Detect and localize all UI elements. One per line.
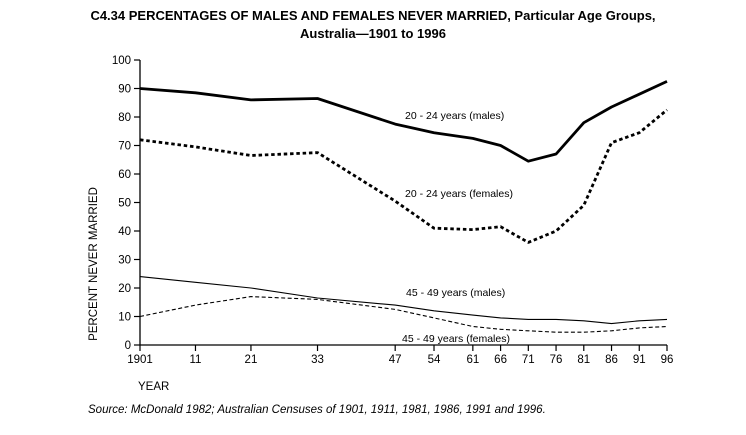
series-label: 20 - 24 years (females) (405, 188, 513, 200)
x-tick-label: 91 (633, 354, 646, 366)
x-tick-label: 21 (245, 354, 258, 366)
x-tick-label: 76 (550, 354, 563, 366)
y-axis-title: PERCENT NEVER MARRIED (88, 187, 100, 341)
y-tick-label: 10 (118, 312, 131, 324)
y-tick-label: 90 (118, 84, 131, 96)
series-line-20-24-years-males- (139, 80, 668, 163)
chart-title: C4.34 PERCENTAGES OF MALES AND FEMALES N… (0, 7, 746, 42)
x-tick-label: 54 (428, 354, 441, 366)
y-tick-label: 60 (118, 169, 131, 181)
x-tick-label: 71 (522, 354, 535, 366)
chart-title-line2: Australia—1901 to 1996 (300, 25, 446, 41)
axis-lines (139, 60, 667, 346)
series-label: 45 - 49 years (females) (402, 333, 510, 345)
x-tick-label: 47 (389, 354, 402, 366)
series-line-45-49-years-females- (139, 296, 668, 333)
series-label: 20 - 24 years (males) (405, 110, 504, 122)
x-tick-label: 96 (661, 354, 674, 366)
y-tick-label: 70 (118, 141, 131, 153)
chart-title-line1: C4.34 PERCENTAGES OF MALES AND FEMALES N… (90, 8, 656, 23)
x-tick-label: 66 (494, 354, 507, 366)
x-tick-label: 11 (189, 354, 201, 366)
y-tick-label: 80 (118, 112, 131, 124)
x-tick-label: 1901 (127, 354, 153, 366)
source-note: Source: McDonald 1982; Australian Census… (88, 404, 546, 416)
series-line-45-49-years-males- (139, 276, 668, 325)
y-tick-label: 30 (118, 255, 131, 267)
x-tick-label: 81 (577, 354, 590, 366)
y-tick-label: 100 (112, 55, 131, 67)
series-label: 45 - 49 years (males) (406, 287, 505, 299)
series-line-20-24-years-females- (139, 108, 668, 244)
y-tick-label: 50 (118, 198, 131, 210)
y-tick-label: 20 (118, 283, 131, 295)
x-tick-label: 86 (605, 354, 618, 366)
x-tick-label: 33 (311, 354, 324, 366)
x-tick-label: 61 (466, 354, 479, 366)
y-tick-label: 40 (118, 226, 131, 238)
y-tick-label: 0 (125, 340, 131, 352)
x-axis-title: YEAR (138, 381, 169, 393)
